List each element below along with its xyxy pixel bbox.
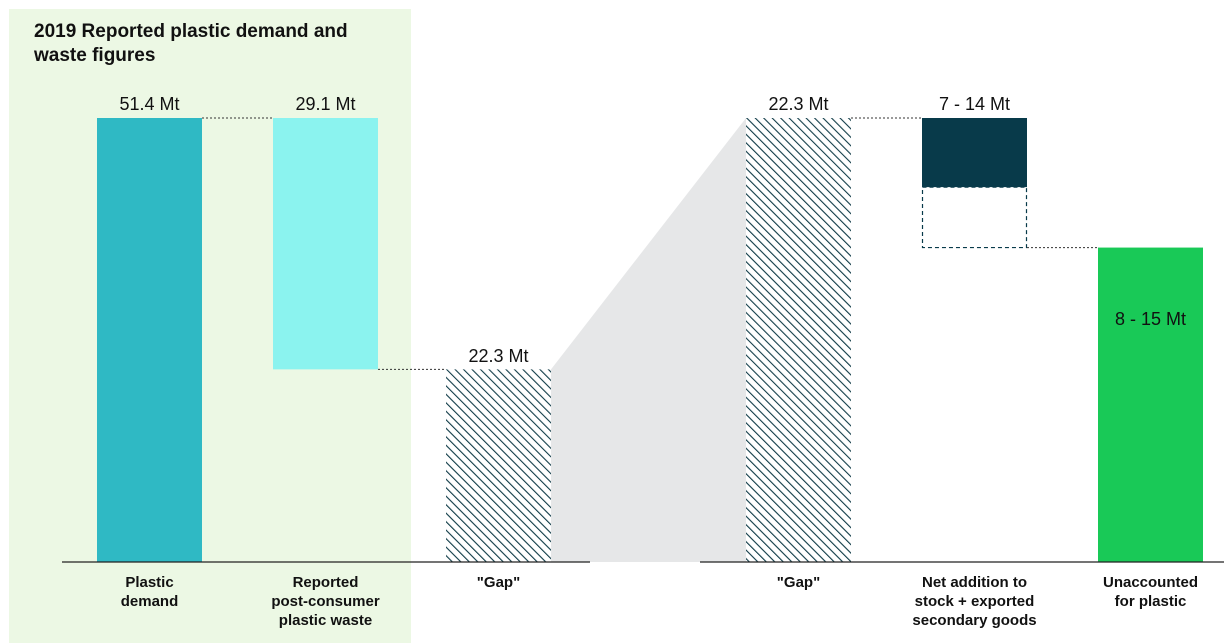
category-label-0: Plastic demand [121,574,179,610]
value-label-3: 22.3 Mt [768,94,828,114]
bar-3-hatched [746,118,851,562]
value-label-0: 51.4 Mt [119,94,179,114]
category-label-4: Net addition to stock + exported secondary… [912,574,1036,629]
value-label-5: 8 - 15 Mt [1115,309,1186,329]
bar-5 [1098,247,1203,562]
category-label-5: Unaccounted for plastic [1103,574,1198,610]
zoom-band [551,118,746,562]
value-label-4: 7 - 14 Mt [939,94,1010,114]
value-label-2: 22.3 Mt [468,346,528,366]
category-label-3: "Gap" [777,574,820,591]
bar-4-solid [922,118,1027,188]
bar-4-range [921,186,1028,249]
bar-0 [97,118,202,562]
value-label-1: 29.1 Mt [295,94,355,114]
chart-title: 2019 Reported plastic demand and waste f… [34,21,348,66]
category-label-2: "Gap" [477,574,520,591]
bar-2-hatched [446,369,551,562]
category-label-1: Reported post-consumer plastic waste [271,574,380,629]
bar-1 [273,118,378,370]
